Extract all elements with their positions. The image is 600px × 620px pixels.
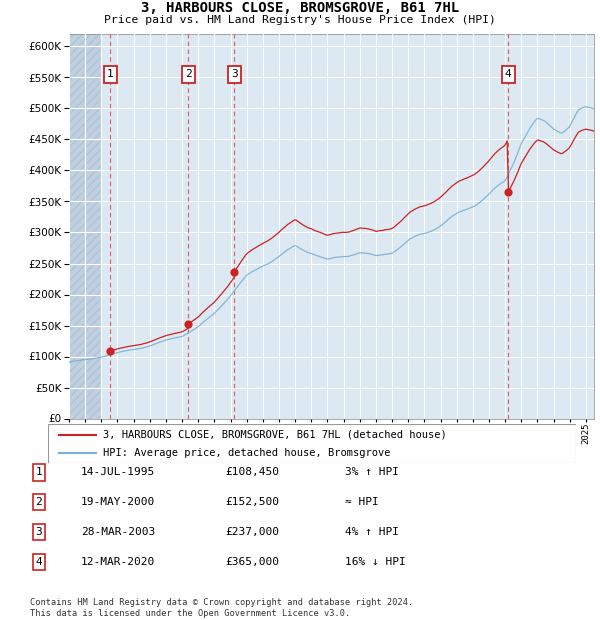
Text: Contains HM Land Registry data © Crown copyright and database right 2024.
This d: Contains HM Land Registry data © Crown c… bbox=[30, 598, 413, 618]
Text: 12-MAR-2020: 12-MAR-2020 bbox=[81, 557, 155, 567]
Text: 19-MAY-2000: 19-MAY-2000 bbox=[81, 497, 155, 507]
Text: 2: 2 bbox=[185, 69, 191, 79]
Point bbox=[184, 319, 193, 329]
Text: 1: 1 bbox=[35, 467, 43, 477]
Point bbox=[503, 187, 513, 197]
Text: 2: 2 bbox=[35, 497, 43, 507]
Text: £365,000: £365,000 bbox=[225, 557, 279, 567]
Text: 4: 4 bbox=[505, 69, 512, 79]
Text: 3% ↑ HPI: 3% ↑ HPI bbox=[345, 467, 399, 477]
Text: 4% ↑ HPI: 4% ↑ HPI bbox=[345, 527, 399, 537]
Text: £152,500: £152,500 bbox=[225, 497, 279, 507]
Text: HPI: Average price, detached house, Bromsgrove: HPI: Average price, detached house, Brom… bbox=[103, 448, 391, 458]
Text: Price paid vs. HM Land Registry's House Price Index (HPI): Price paid vs. HM Land Registry's House … bbox=[104, 15, 496, 25]
FancyBboxPatch shape bbox=[48, 424, 576, 463]
Point bbox=[230, 267, 239, 277]
Text: 28-MAR-2003: 28-MAR-2003 bbox=[81, 527, 155, 537]
Text: 3: 3 bbox=[231, 69, 238, 79]
Text: £108,450: £108,450 bbox=[225, 467, 279, 477]
Text: 1: 1 bbox=[107, 69, 113, 79]
Text: ≈ HPI: ≈ HPI bbox=[345, 497, 379, 507]
Text: 3: 3 bbox=[35, 527, 43, 537]
Text: 16% ↓ HPI: 16% ↓ HPI bbox=[345, 557, 406, 567]
Bar bbox=[69, 34, 101, 418]
Text: 3, HARBOURS CLOSE, BROMSGROVE, B61 7HL (detached house): 3, HARBOURS CLOSE, BROMSGROVE, B61 7HL (… bbox=[103, 430, 447, 440]
Text: 4: 4 bbox=[35, 557, 43, 567]
Text: 3, HARBOURS CLOSE, BROMSGROVE, B61 7HL: 3, HARBOURS CLOSE, BROMSGROVE, B61 7HL bbox=[141, 1, 459, 16]
Text: £237,000: £237,000 bbox=[225, 527, 279, 537]
Point bbox=[105, 347, 115, 356]
Text: 14-JUL-1995: 14-JUL-1995 bbox=[81, 467, 155, 477]
